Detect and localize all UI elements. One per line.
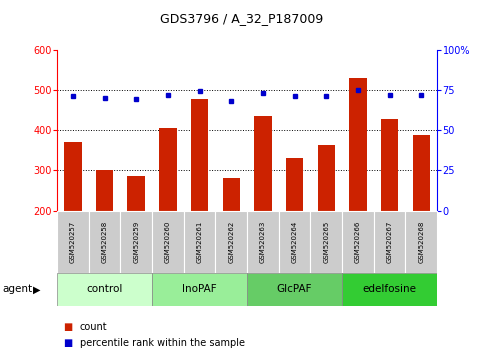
Text: ■: ■ <box>63 338 72 348</box>
FancyBboxPatch shape <box>279 211 311 273</box>
FancyBboxPatch shape <box>247 211 279 273</box>
Text: GlcPAF: GlcPAF <box>277 284 313 295</box>
FancyBboxPatch shape <box>57 211 89 273</box>
Bar <box>223 178 240 211</box>
Bar <box>349 78 367 211</box>
Text: GSM520264: GSM520264 <box>292 221 298 263</box>
Bar <box>191 99 208 211</box>
Bar <box>381 119 398 211</box>
FancyBboxPatch shape <box>215 211 247 273</box>
Bar <box>128 176 145 211</box>
Text: GSM520268: GSM520268 <box>418 221 424 263</box>
Text: GSM520263: GSM520263 <box>260 221 266 263</box>
Text: GSM520259: GSM520259 <box>133 221 139 263</box>
Bar <box>317 145 335 211</box>
Text: edelfosine: edelfosine <box>363 284 417 295</box>
FancyBboxPatch shape <box>342 211 374 273</box>
FancyBboxPatch shape <box>57 273 152 306</box>
FancyBboxPatch shape <box>184 211 215 273</box>
Bar <box>159 128 177 211</box>
FancyBboxPatch shape <box>247 273 342 306</box>
Text: control: control <box>86 284 123 295</box>
FancyBboxPatch shape <box>120 211 152 273</box>
FancyBboxPatch shape <box>311 211 342 273</box>
Text: GDS3796 / A_32_P187009: GDS3796 / A_32_P187009 <box>160 12 323 25</box>
FancyBboxPatch shape <box>405 211 437 273</box>
Text: GSM520267: GSM520267 <box>386 221 393 263</box>
Text: GSM520258: GSM520258 <box>101 221 108 263</box>
Text: GSM520266: GSM520266 <box>355 221 361 263</box>
Text: count: count <box>80 322 107 332</box>
Text: InoPAF: InoPAF <box>182 284 217 295</box>
FancyBboxPatch shape <box>89 211 120 273</box>
Bar <box>286 158 303 211</box>
FancyBboxPatch shape <box>152 273 247 306</box>
Bar <box>64 142 82 211</box>
Text: ▶: ▶ <box>33 284 41 295</box>
Bar <box>412 135 430 211</box>
Text: GSM520257: GSM520257 <box>70 221 76 263</box>
Text: percentile rank within the sample: percentile rank within the sample <box>80 338 245 348</box>
Text: GSM520260: GSM520260 <box>165 221 171 263</box>
Text: agent: agent <box>2 284 32 295</box>
Text: GSM520265: GSM520265 <box>323 221 329 263</box>
FancyBboxPatch shape <box>374 211 405 273</box>
Bar <box>96 170 113 211</box>
Text: ■: ■ <box>63 322 72 332</box>
Text: GSM520262: GSM520262 <box>228 221 234 263</box>
Text: GSM520261: GSM520261 <box>197 221 202 263</box>
FancyBboxPatch shape <box>152 211 184 273</box>
Bar <box>254 116 271 211</box>
FancyBboxPatch shape <box>342 273 437 306</box>
